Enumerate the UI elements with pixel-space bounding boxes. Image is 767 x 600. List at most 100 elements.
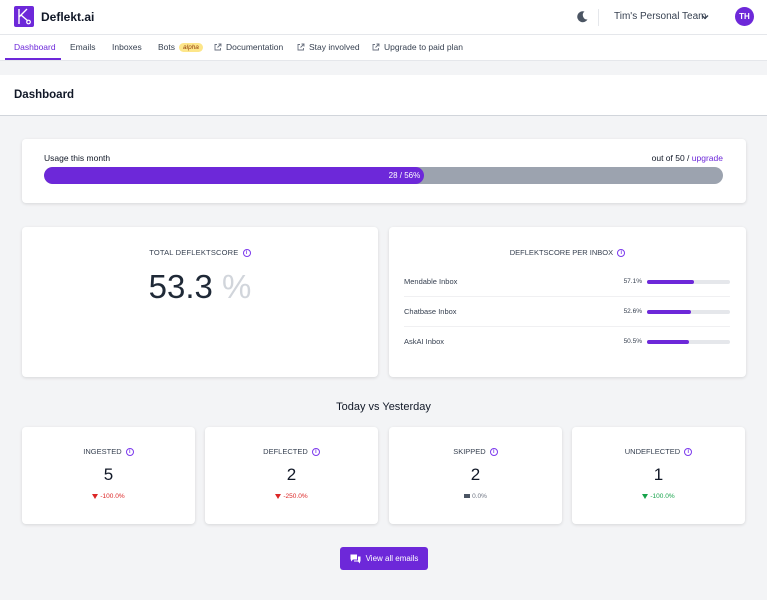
main-nav: Dashboard Emails Inboxes Bots alpha Docum… bbox=[0, 35, 767, 61]
tab-emails[interactable]: Emails bbox=[70, 42, 96, 52]
active-tab-indicator bbox=[5, 58, 61, 60]
moon-icon[interactable] bbox=[575, 10, 589, 24]
score-number: 53.3 bbox=[148, 268, 213, 305]
alpha-badge: alpha bbox=[179, 42, 203, 52]
triangle-down-icon bbox=[642, 493, 649, 499]
tab-label: Dashboard bbox=[14, 42, 56, 52]
usage-card: Usage this month out of 50 / upgrade 28 … bbox=[22, 139, 746, 203]
inbox-name: AskAI Inbox bbox=[404, 337, 445, 346]
stat-value: 5 bbox=[103, 465, 114, 484]
tab-label: Emails bbox=[70, 42, 96, 52]
inbox-percent: 50.5% bbox=[623, 338, 642, 345]
external-link-icon bbox=[214, 43, 222, 51]
inbox-score-fill bbox=[647, 310, 691, 314]
comparison-title: Today vs Yesterday bbox=[336, 401, 431, 413]
chat-bubbles-icon bbox=[350, 554, 361, 563]
logo-icon bbox=[18, 8, 31, 25]
view-all-emails-label: View all emails bbox=[365, 554, 419, 563]
chevron-down-icon[interactable] bbox=[700, 12, 710, 22]
info-icon[interactable]: i bbox=[684, 448, 693, 457]
stat-value: 2 bbox=[470, 465, 481, 484]
inbox-name: Mendable Inbox bbox=[404, 277, 458, 286]
info-icon[interactable]: i bbox=[311, 448, 320, 457]
stat-label: INGESTED i bbox=[22, 447, 195, 457]
total-score-value: 53.3 % bbox=[22, 268, 378, 306]
stat-label-text: UNDEFLECTED bbox=[624, 447, 681, 456]
link-label: Stay involved bbox=[309, 42, 360, 52]
stat-label: UNDEFLECTED i bbox=[572, 447, 745, 457]
tab-inboxes[interactable]: Inboxes bbox=[112, 42, 142, 52]
usage-limit-text: out of 50 / bbox=[651, 153, 690, 163]
per-inbox-card: DEFLEKTSCORE PER INBOX i Mendable Inbox … bbox=[389, 227, 746, 377]
info-icon[interactable]: i bbox=[242, 249, 251, 258]
stat-label: SKIPPED i bbox=[389, 447, 562, 457]
inbox-row[interactable]: AskAI Inbox 50.5% bbox=[404, 327, 730, 357]
link-label: Upgrade to paid plan bbox=[384, 42, 463, 52]
triangle-down-icon bbox=[275, 493, 282, 499]
stat-card-undeflected: UNDEFLECTED i 1 -100.0% bbox=[572, 427, 745, 524]
link-label: Documentation bbox=[226, 42, 284, 52]
inbox-percent: 52.6% bbox=[623, 308, 642, 315]
total-score-card: TOTAL DEFLEKTSCORE i 53.3 % bbox=[22, 227, 378, 377]
external-link-icon bbox=[297, 43, 305, 51]
stat-value: 1 bbox=[653, 465, 664, 484]
inbox-score-bar bbox=[647, 340, 730, 344]
info-icon[interactable]: i bbox=[125, 448, 134, 457]
score-unit: % bbox=[222, 268, 252, 305]
usage-progress-text: 28 / 56% bbox=[388, 171, 421, 180]
per-inbox-title: DEFLEKTSCORE PER INBOX i bbox=[389, 248, 746, 258]
inbox-score-bar bbox=[647, 280, 730, 284]
tab-label: Bots bbox=[158, 42, 176, 52]
stat-delta-text: -100.0% bbox=[100, 493, 125, 500]
team-selector[interactable]: Tim's Personal Team bbox=[614, 11, 707, 22]
usage-progress-bar: 28 / 56% bbox=[44, 167, 723, 184]
stat-label-text: INGESTED bbox=[83, 447, 122, 456]
page-title: Dashboard bbox=[14, 89, 75, 101]
inbox-row[interactable]: Mendable Inbox 57.1% bbox=[404, 267, 730, 297]
stat-label-text: SKIPPED bbox=[453, 447, 486, 456]
inbox-percent: 57.1% bbox=[623, 278, 642, 285]
stat-delta: -250.0% bbox=[205, 493, 378, 500]
stat-card-skipped: SKIPPED i 2 0.0% bbox=[389, 427, 562, 524]
usage-progress-fill: 28 / 56% bbox=[44, 167, 425, 184]
link-stay-involved[interactable]: Stay involved bbox=[297, 42, 360, 52]
total-score-title: TOTAL DEFLEKTSCORE i bbox=[22, 248, 378, 258]
inbox-name: Chatbase Inbox bbox=[404, 307, 457, 316]
top-bar: Deflekt.ai Tim's Personal Team TH bbox=[0, 0, 767, 35]
inbox-score-fill bbox=[647, 280, 695, 284]
tab-label: Inboxes bbox=[112, 42, 142, 52]
inbox-score-bar bbox=[647, 310, 730, 314]
inbox-score-fill bbox=[647, 340, 689, 344]
total-score-title-text: TOTAL DEFLEKTSCORE bbox=[149, 248, 239, 257]
link-documentation[interactable]: Documentation bbox=[214, 42, 283, 52]
logo[interactable] bbox=[14, 6, 34, 27]
inbox-row[interactable]: Chatbase Inbox 52.6% bbox=[404, 297, 730, 327]
stat-delta: -100.0% bbox=[22, 493, 195, 500]
stat-value: 2 bbox=[286, 465, 297, 484]
stat-label: DEFLECTED i bbox=[205, 447, 378, 457]
triangle-down-icon bbox=[92, 493, 99, 499]
page-header: Dashboard bbox=[0, 75, 767, 116]
view-all-emails-button[interactable]: View all emails bbox=[340, 547, 428, 570]
stat-delta-text: 0.0% bbox=[472, 493, 487, 500]
stat-delta-text: -250.0% bbox=[283, 493, 308, 500]
stat-delta: -100.0% bbox=[572, 493, 745, 500]
brand-name: Deflekt.ai bbox=[41, 10, 95, 24]
stat-delta: 0.0% bbox=[389, 493, 562, 500]
flat-bar-icon bbox=[464, 494, 471, 499]
avatar[interactable]: TH bbox=[735, 7, 754, 26]
tab-dashboard[interactable]: Dashboard bbox=[14, 42, 56, 52]
usage-label: Usage this month bbox=[44, 153, 111, 163]
usage-limit: out of 50 / upgrade bbox=[652, 153, 723, 163]
link-upgrade-plan[interactable]: Upgrade to paid plan bbox=[372, 42, 463, 52]
stat-delta-text: -100.0% bbox=[650, 493, 675, 500]
stat-label-text: DEFLECTED bbox=[263, 447, 308, 456]
per-inbox-title-text: DEFLEKTSCORE PER INBOX bbox=[509, 248, 614, 257]
tab-bots[interactable]: Bots alpha bbox=[158, 42, 203, 52]
info-icon[interactable]: i bbox=[617, 249, 626, 258]
info-icon[interactable]: i bbox=[489, 448, 498, 457]
external-link-icon bbox=[372, 43, 380, 51]
upgrade-link[interactable]: upgrade bbox=[691, 153, 723, 163]
stat-card-ingested: INGESTED i 5 -100.0% bbox=[22, 427, 195, 524]
divider bbox=[598, 9, 599, 26]
